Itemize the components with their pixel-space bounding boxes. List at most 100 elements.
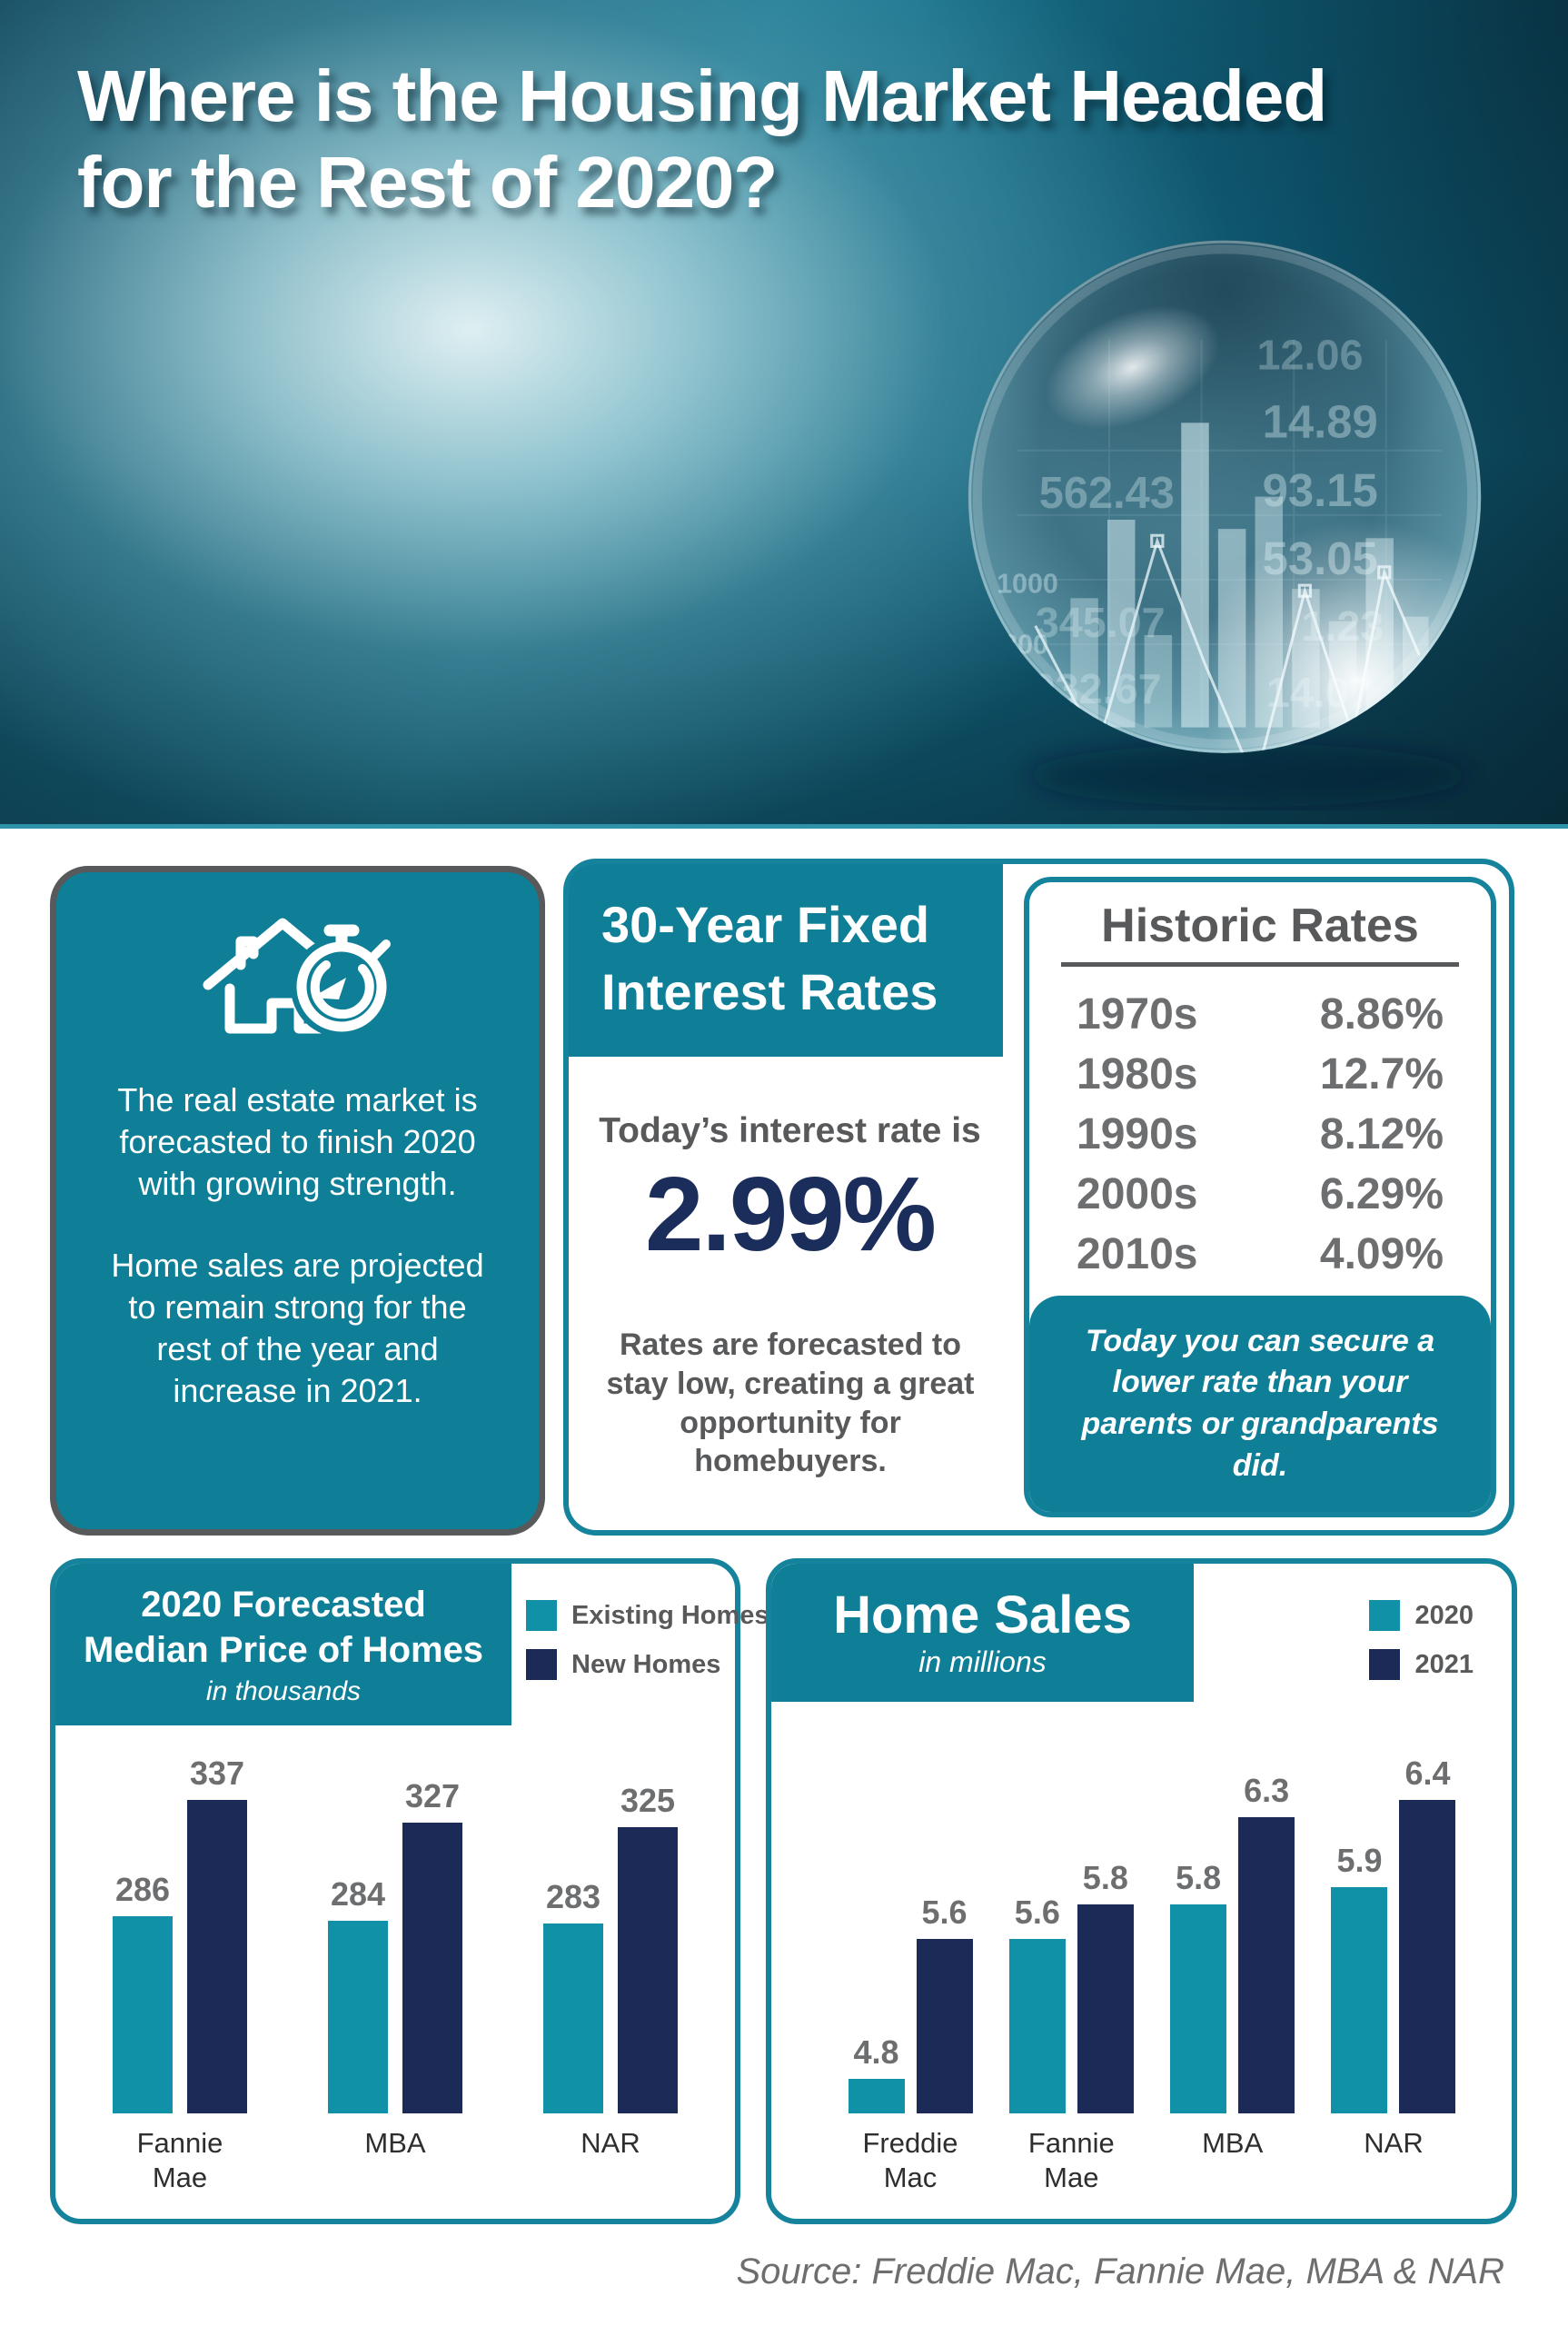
bar-column: 5.8	[1077, 1859, 1134, 2113]
bar	[543, 1923, 603, 2113]
chart-header-median-price: 2020 Forecasted Median Price of Homes in…	[55, 1564, 511, 1725]
rate-value: 8.12%	[1319, 1110, 1444, 1158]
house-stopwatch-icon	[203, 918, 392, 1038]
svg-text:562.43: 562.43	[1039, 469, 1175, 518]
bar-group: 283 325 NAR	[542, 1782, 679, 2204]
bar	[113, 1916, 173, 2113]
bar	[1331, 1887, 1388, 2113]
svg-text:600: 600	[1002, 690, 1048, 721]
bar-group: 4.8 5.6 Freddie Mac	[842, 1894, 978, 2204]
hero-header: Where is the Housing Market Headed for t…	[0, 0, 1568, 829]
bar-column: 6.4	[1399, 1754, 1456, 2113]
bar-value-label: 327	[404, 1777, 461, 1814]
bar-pair: 286 337	[113, 1754, 247, 2113]
bar-pair: 284 327	[328, 1777, 462, 2113]
today-rate-label: Today’s interest rate is	[599, 1111, 981, 1150]
decade-label: 1970s	[1077, 990, 1198, 1039]
bar-column: 327	[402, 1777, 462, 2113]
chart-header-home-sales: Home Sales in millions	[771, 1564, 1194, 1702]
bar-column: 6.3	[1238, 1772, 1295, 2113]
svg-text:12.06: 12.06	[1257, 331, 1364, 378]
bar-value-label: 4.8	[853, 2033, 899, 2071]
historic-rates-table: 1970s 8.86% 1980s 12.7% 1990s 8.12% 2000s 6.29%…	[1029, 985, 1491, 1285]
rates-panel: 30-Year Fixed Interest Rates Today’s int…	[563, 859, 1514, 1536]
bar-group: 284 327 MBA	[327, 1777, 463, 2204]
bar	[187, 1800, 247, 2113]
historic-rates-title: Historic Rates	[1101, 900, 1419, 952]
bar-column: 5.6	[1008, 1894, 1066, 2113]
bar-column: 283	[543, 1878, 603, 2113]
summary-paragraph-1: The real estate market is forecasted to …	[117, 1081, 478, 1203]
legend-item: Existing Homes	[526, 1600, 769, 1631]
historic-rates-panel: Historic Rates 1970s 8.86% 1980s 12.7% 1990s…	[1024, 877, 1496, 1517]
page-title-line1: Where is the Housing Market Headed	[77, 55, 1327, 136]
category-label: Fannie Mae	[1027, 2127, 1115, 2193]
chart-subtitle: in millions	[918, 1645, 1047, 1678]
bar-column: 337	[187, 1754, 247, 2113]
page-title-line2: for the Rest of 2020?	[77, 142, 778, 224]
decade-label: 1990s	[1077, 1110, 1198, 1158]
bar-value-label: 6.4	[1404, 1754, 1451, 1792]
bar-pair: 4.8 5.6	[848, 1894, 973, 2113]
rate-value: 8.86%	[1319, 990, 1444, 1039]
bar-value-label: 283	[545, 1878, 601, 1915]
bar-value-label: 5.6	[921, 1894, 968, 1931]
bar-pair: 5.9 6.4	[1331, 1754, 1456, 2113]
chart-title: 2020 Forecasted Median Price of Homes	[55, 1582, 511, 1673]
historic-rates-divider	[1061, 962, 1459, 967]
bar-column: 284	[328, 1875, 388, 2113]
category-label: MBA	[364, 2127, 426, 2159]
category-label: Freddie Mac	[862, 2127, 958, 2193]
bar-column: 5.8	[1170, 1859, 1227, 2113]
legend-label: 2021	[1414, 1649, 1474, 1679]
chart-title-line1: 2020 Forecasted	[141, 1585, 426, 1625]
decade-label: 1980s	[1077, 1050, 1198, 1098]
bar	[618, 1827, 678, 2113]
bar-pair: 5.8 6.3	[1170, 1772, 1295, 2113]
bar-value-label: 5.6	[1014, 1894, 1060, 1931]
bar-pair: 283 325	[543, 1782, 678, 2113]
historic-rates-row: 1980s 12.7%	[1077, 1045, 1444, 1105]
svg-text:93.15: 93.15	[1263, 464, 1378, 516]
chart-title-line2: Median Price of Homes	[83, 1630, 484, 1670]
bar	[848, 2079, 905, 2113]
svg-text:345.07: 345.07	[1036, 599, 1166, 646]
chart-title: Home Sales	[771, 1586, 1194, 1644]
svg-text:14.89: 14.89	[1263, 396, 1378, 448]
category-label: NAR	[1364, 2127, 1424, 2159]
historic-rates-row: 2010s 4.09%	[1077, 1225, 1444, 1285]
interest-rates-heading-line1: 30-Year Fixed	[601, 896, 930, 953]
summary-paragraph-2: Home sales are projected to remain stron…	[111, 1247, 484, 1410]
bar-groups: 286 337 Fannie Mae 284 327 MBA 283 325 NAR	[55, 1754, 735, 2204]
legend-swatch	[526, 1600, 557, 1631]
bar-group: 5.6 5.8 Fannie Mae	[1003, 1859, 1139, 2204]
bar-group: 5.8 6.3 MBA	[1165, 1772, 1301, 2204]
summary-box: The real estate market is forecasted to …	[50, 866, 545, 1536]
rate-forecast-note: Rates are forecasted to stay low, creati…	[606, 1327, 975, 1479]
bar-pair: 5.6 5.8	[1008, 1859, 1134, 2113]
svg-text:1000: 1000	[997, 568, 1058, 599]
legend-item: New Homes	[526, 1649, 769, 1680]
bar-value-label: 286	[114, 1871, 171, 1908]
category-label: Fannie Mae	[136, 2127, 223, 2193]
historic-rates-row: 1990s 8.12%	[1077, 1105, 1444, 1165]
bar	[1238, 1817, 1295, 2113]
bar-group: 5.9 6.4 NAR	[1325, 1754, 1462, 2204]
source-note: Source: Freddie Mac, Fannie Mae, MBA & N…	[736, 2251, 1504, 2291]
bar-value-label: 5.9	[1336, 1842, 1383, 1879]
interest-rates-heading: 30-Year Fixed Interest Rates	[569, 864, 1003, 1057]
bar-column: 286	[113, 1871, 173, 2113]
category-label: NAR	[581, 2127, 640, 2159]
chart-panel-home-sales: Home Sales in millions 2020 2021 4.8 5.6 Fr…	[766, 1558, 1517, 2224]
bar-column: 325	[618, 1782, 678, 2113]
legend-label: New Homes	[571, 1649, 721, 1679]
crystal-ball-icon: 12.0614.8993.1553.051.2314.0733.7562.433…	[968, 240, 1482, 807]
bar	[1399, 1800, 1456, 2113]
interest-rates-heading-line2: Interest Rates	[601, 963, 938, 1020]
bar-column: 5.6	[916, 1894, 973, 2113]
bar-column: 5.9	[1331, 1842, 1388, 2113]
bar-value-label: 6.3	[1244, 1772, 1290, 1809]
legend-label: Existing Homes	[571, 1600, 769, 1630]
chart-panel-median-price: 2020 Forecasted Median Price of Homes in…	[50, 1558, 769, 2224]
